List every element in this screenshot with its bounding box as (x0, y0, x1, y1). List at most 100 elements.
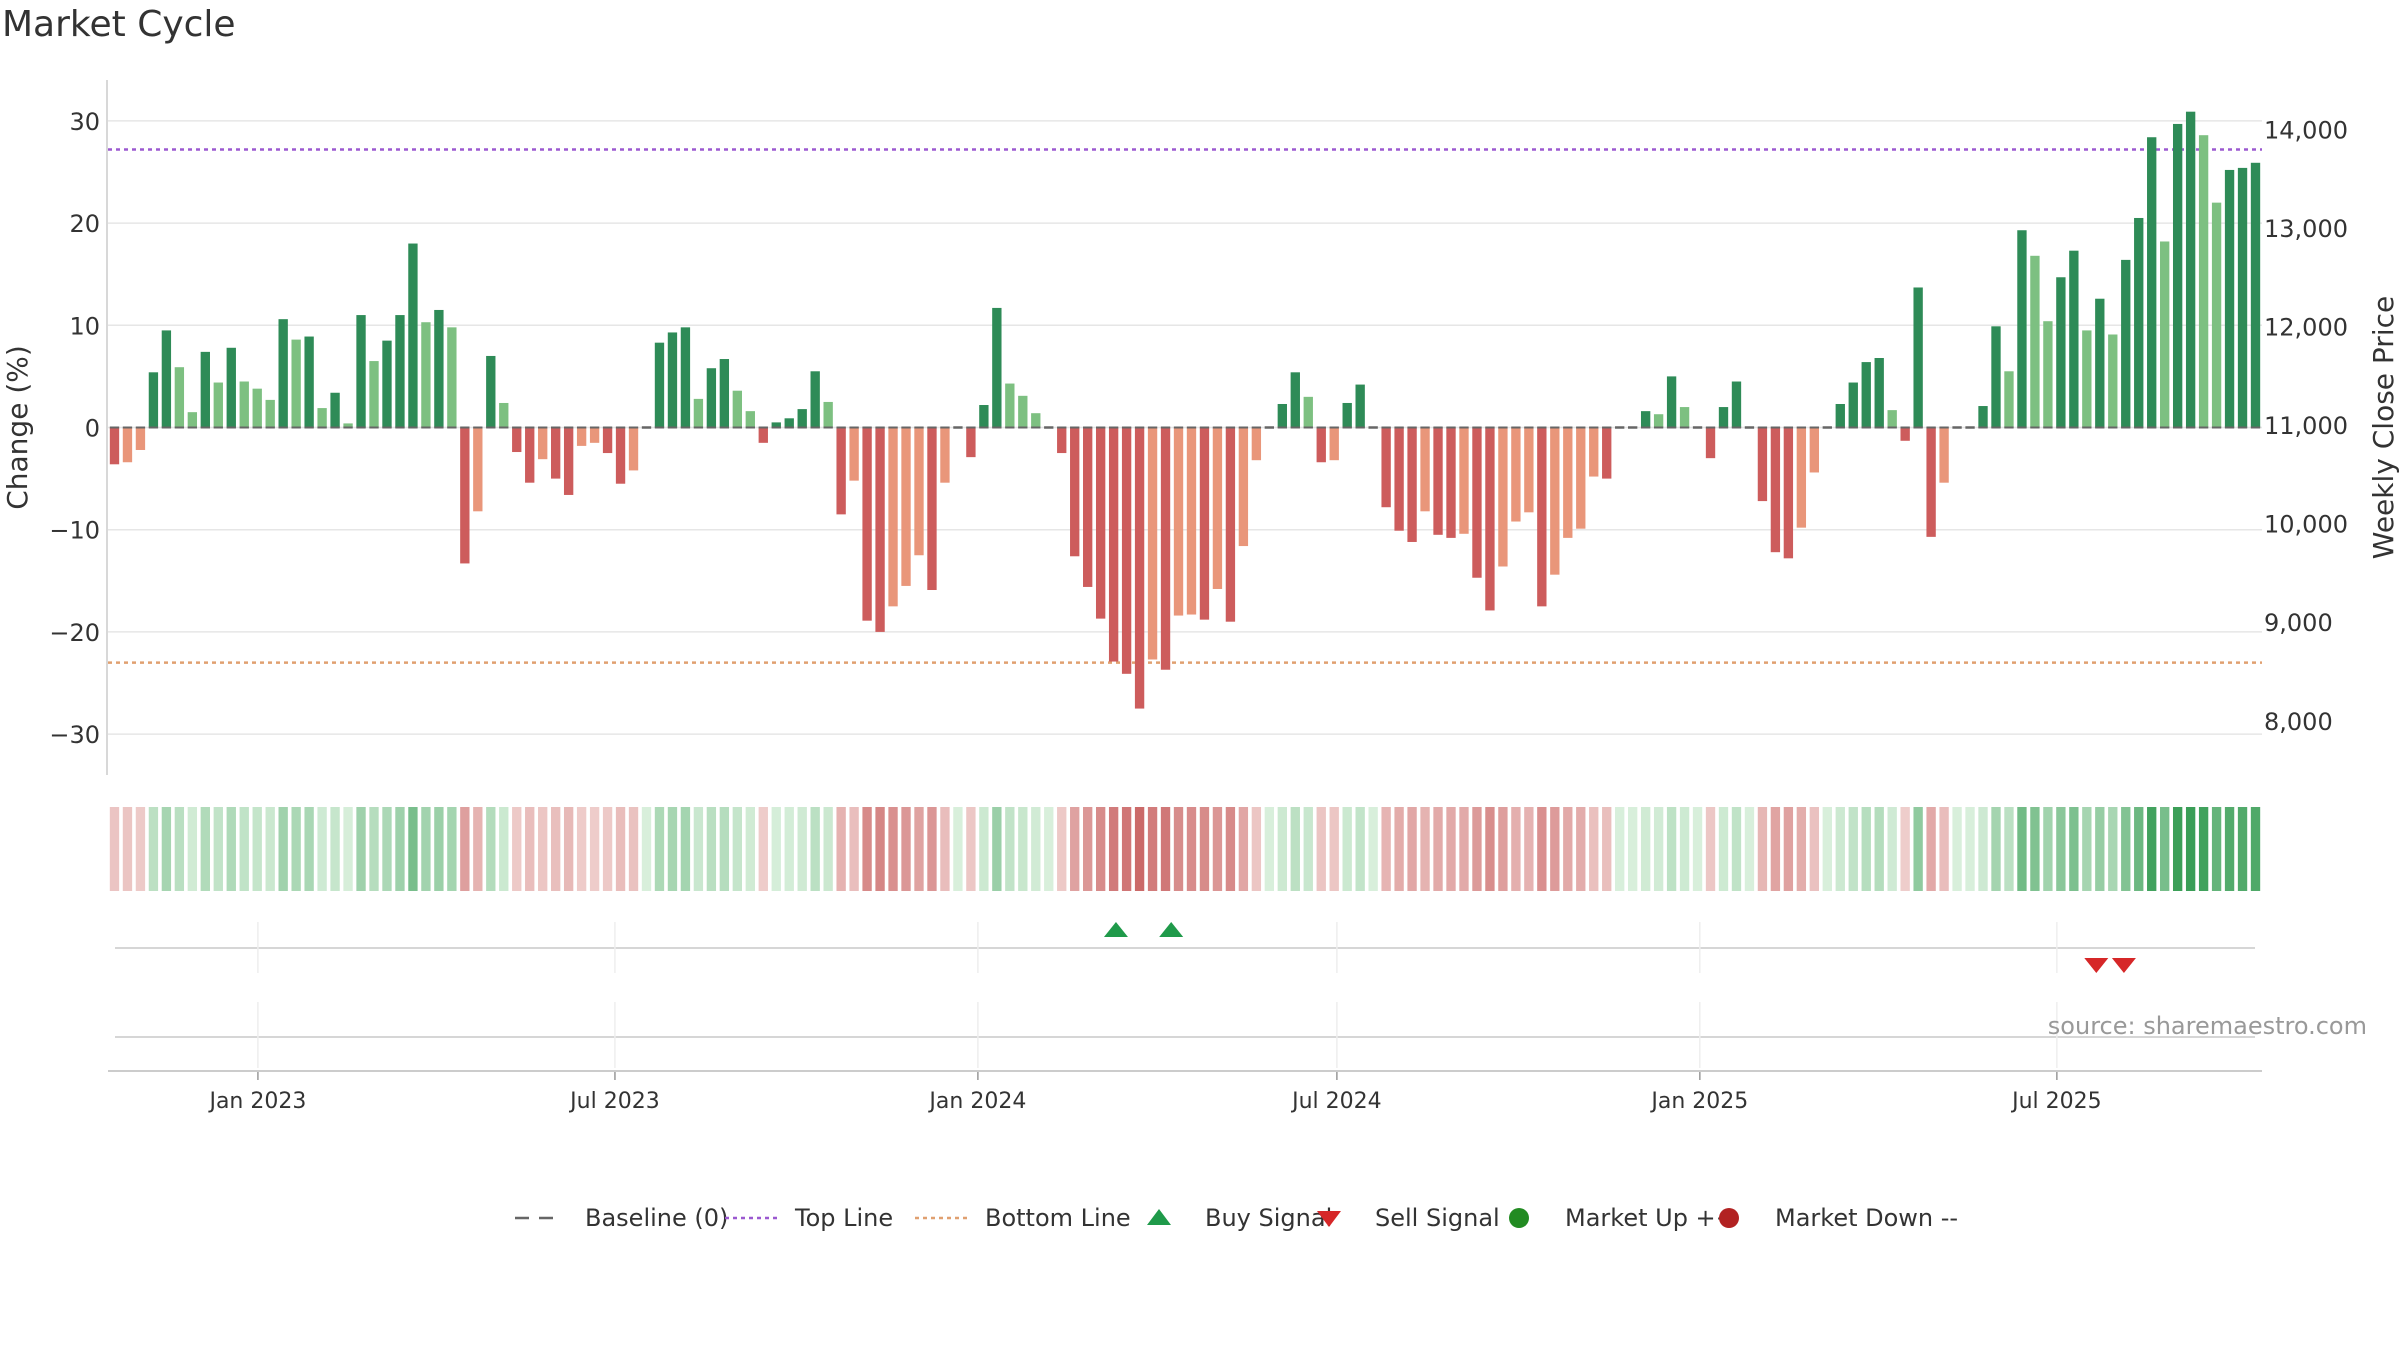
y2-tick-label: 12,000 (2264, 313, 2348, 341)
heat-cell-159 (2172, 807, 2183, 891)
heat-cell-160 (2185, 807, 2196, 891)
bar-63 (927, 427, 937, 591)
heat-cell-30 (499, 807, 509, 891)
bar-43 (667, 332, 678, 428)
bar-135 (1861, 362, 1871, 428)
source-annotation: source: sharemaestro.com (2048, 1012, 2367, 1040)
chart-title: Market Cycle (2, 4, 236, 45)
bar-10 (239, 381, 249, 428)
heat-cell-116 (1615, 807, 1625, 891)
bar-91 (1290, 372, 1300, 428)
heat-cell-164 (2237, 807, 2248, 891)
legend-item-down: Market Down -- (1719, 1204, 1958, 1232)
heat-cell-17 (330, 807, 340, 891)
bar-110 (1537, 427, 1547, 607)
bar-26 (447, 327, 457, 428)
heat-cell-34 (550, 807, 561, 891)
bar-114 (1589, 427, 1599, 477)
heat-cell-97 (1368, 807, 1378, 891)
bar-144 (1978, 406, 1988, 428)
bar-67 (979, 405, 989, 428)
heat-cell-153 (2095, 807, 2105, 891)
legend-swatch-sell (1317, 1211, 1341, 1227)
signal-panel (115, 922, 2255, 1068)
bar-50 (758, 427, 768, 443)
heat-cell-102 (1433, 807, 1443, 891)
heat-cell-163 (2224, 807, 2235, 891)
x-tick-label: Jul 2024 (1290, 1089, 1382, 1114)
bar-28 (473, 427, 483, 512)
heat-cell-134 (1848, 807, 1858, 891)
bar-5 (174, 367, 185, 428)
heat-cell-64 (940, 807, 950, 891)
bar-94 (1329, 427, 1339, 461)
heat-cell-132 (1822, 807, 1832, 891)
bar-34 (550, 427, 561, 479)
heat-cell-146 (2004, 807, 2014, 891)
x-tick-label: Jul 2025 (2010, 1089, 2102, 1114)
heat-cell-81 (1160, 807, 1171, 891)
legend-item-sell: Sell Signal (1317, 1204, 1500, 1232)
y2-tick-label: 10,000 (2264, 511, 2348, 539)
y-tick-label: −10 (49, 517, 100, 545)
heat-cell-13 (278, 807, 288, 891)
heat-cell-98 (1381, 807, 1391, 891)
bar-160 (2185, 111, 2196, 428)
heat-cell-9 (226, 807, 236, 891)
bar-56 (836, 427, 846, 515)
bar-25 (434, 309, 444, 428)
heat-cell-25 (434, 807, 444, 891)
bar-61 (901, 427, 911, 586)
bar-149 (2043, 321, 2053, 428)
bar-70 (1018, 395, 1028, 428)
bar-158 (2160, 241, 2170, 428)
bar-165 (2250, 162, 2261, 428)
heat-cell-23 (408, 807, 418, 891)
bar-123 (1705, 427, 1716, 459)
legend-item-baseline: Baseline (0) (515, 1204, 728, 1232)
bar-113 (1576, 427, 1586, 529)
heat-cell-139 (1913, 807, 1923, 891)
bar-76 (1095, 427, 1106, 619)
heat-cell-77 (1108, 807, 1119, 891)
bar-59 (875, 427, 885, 632)
heat-cell-157 (2147, 807, 2157, 891)
axes: −30 −20 −10 0 10 20 30 8,000 9,000 10,000 11,000 12… (1, 80, 2400, 775)
heat-cell-125 (1731, 807, 1742, 891)
heat-cell-92 (1303, 807, 1313, 891)
heat-cell-75 (1083, 807, 1093, 891)
heat-cell-85 (1212, 807, 1223, 891)
heat-cell-18 (343, 807, 353, 891)
heat-cell-67 (979, 807, 989, 891)
bar-133 (1835, 403, 1845, 428)
heat-cell-65 (953, 807, 963, 891)
y-tick-label: 0 (85, 415, 100, 443)
heat-cell-129 (1783, 807, 1794, 891)
bar-159 (2172, 123, 2183, 428)
bar-129 (1783, 427, 1794, 559)
bar-44 (680, 327, 691, 428)
legend-label-bottom: Bottom Line (985, 1204, 1131, 1232)
heat-cell-115 (1602, 807, 1612, 891)
heat-cell-66 (966, 807, 976, 891)
heat-cell-150 (2056, 807, 2066, 891)
bar-64 (940, 427, 950, 483)
heat-cell-117 (1627, 807, 1638, 891)
heat-cell-120 (1666, 807, 1677, 891)
heat-cell-140 (1926, 807, 1936, 891)
heat-cell-143 (1965, 807, 1975, 891)
heat-cell-7 (200, 807, 210, 891)
heat-cell-88 (1251, 807, 1262, 891)
x-tick-label: Jul 2023 (568, 1089, 660, 1114)
bar-33 (538, 427, 548, 460)
heat-cell-158 (2160, 807, 2170, 891)
heat-cell-22 (395, 807, 405, 891)
bar-103 (1446, 427, 1456, 538)
heat-cell-59 (875, 807, 885, 891)
bar-42 (654, 342, 665, 428)
bar-11 (252, 388, 262, 428)
heat-strip (109, 807, 2261, 891)
heat-cell-110 (1537, 807, 1547, 891)
bar-99 (1394, 427, 1404, 531)
